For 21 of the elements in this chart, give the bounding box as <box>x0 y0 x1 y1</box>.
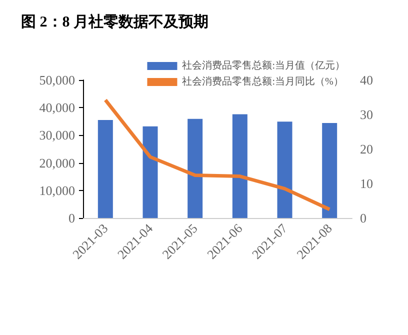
line-series <box>104 98 332 212</box>
bar <box>142 126 158 218</box>
y-tick-label: 0 <box>68 210 75 226</box>
bar <box>322 123 338 218</box>
legend-label: 社会消费品零售总额:当月同比（%） <box>182 76 344 88</box>
y-tick-label: 50,000 <box>39 72 75 88</box>
chart-title: 图 2：8 月社零数据不及预期 <box>21 14 208 30</box>
y-tick-label: 40,000 <box>39 100 75 116</box>
y2-tick-label: 10 <box>360 176 373 191</box>
y2-tick-label: 30 <box>360 107 373 122</box>
bar <box>277 122 292 218</box>
y-tick-label: 10,000 <box>39 182 75 198</box>
y-tick-label: 20,000 <box>39 155 75 170</box>
y2-tick-label: 40 <box>360 72 373 88</box>
bar <box>98 120 113 218</box>
y2-tick-label: 0 <box>360 210 366 226</box>
legend-label: 社会消费品零售总额:当月值（亿元） <box>182 60 346 72</box>
y2-tick-label: 20 <box>360 142 373 156</box>
bar <box>232 114 248 218</box>
bar <box>188 118 203 218</box>
y-tick-label: 30,000 <box>39 128 75 143</box>
